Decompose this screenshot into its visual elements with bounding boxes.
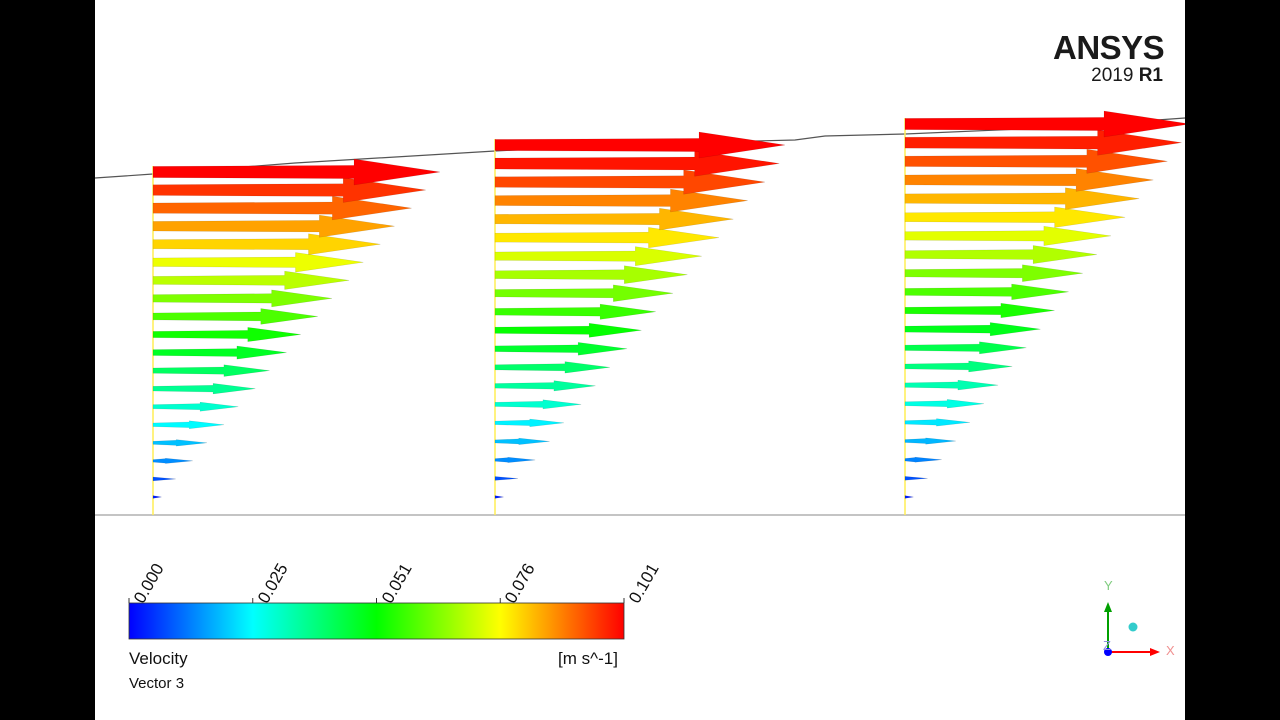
velocity-arrow: [152, 233, 381, 256]
velocity-arrow: [904, 283, 1069, 301]
velocity-arrow: [904, 225, 1112, 246]
velocity-arrow: [152, 270, 350, 290]
velocity-arrow: [494, 303, 656, 320]
velocity-arrow: [494, 361, 610, 374]
velocity-arrow: [494, 380, 596, 392]
velocity-arrow: [152, 289, 333, 308]
legend-unit: [m s^-1]: [558, 649, 618, 668]
velocity-arrow: [152, 383, 256, 395]
velocity-arrow: [904, 264, 1083, 282]
axis-z-dot: [1104, 648, 1112, 656]
velocity-arrow: [494, 284, 674, 302]
velocity-arrow: [494, 495, 504, 499]
axis-y-head: [1104, 602, 1112, 612]
viewport[interactable]: ANSYS 2019 R1 0.000 0.025 0.051 0.076 0.101 …: [95, 0, 1185, 720]
velocity-arrow: [494, 342, 628, 356]
velocity-arrow: [152, 439, 208, 447]
logo-version: 2019 R1: [1053, 66, 1163, 86]
legend-colorbar: [128, 602, 625, 640]
velocity-arrow: [904, 110, 1185, 138]
velocity-arrow: [904, 302, 1055, 319]
axis-z-label: Z: [1103, 638, 1111, 653]
velocity-arrow: [904, 379, 999, 391]
rotation-point-icon[interactable]: [1128, 622, 1138, 632]
velocity-arrow: [904, 476, 928, 481]
velocity-arrow: [904, 129, 1182, 156]
velocity-arrow: [904, 418, 970, 427]
logo-version-year: 2019: [1091, 65, 1134, 86]
velocity-arrow: [152, 158, 441, 186]
velocity-arrow: [904, 322, 1041, 337]
velocity-arrow: [904, 168, 1154, 192]
velocity-arrow: [904, 148, 1168, 174]
velocity-arrow: [152, 457, 193, 464]
profile-1: [152, 158, 441, 515]
vector-plot[interactable]: [95, 0, 1185, 720]
ansys-logo: ANSYS 2019 R1: [1053, 29, 1165, 86]
velocity-arrow: [904, 341, 1027, 355]
axis-y-label: Y: [1104, 578, 1113, 593]
velocity-arrow: [904, 399, 985, 409]
legend-subtitle: Vector 3: [129, 675, 185, 692]
velocity-arrow: [152, 476, 176, 482]
velocity-arrow: [494, 207, 734, 231]
velocity-arrow: [904, 495, 914, 499]
velocity-arrow: [152, 420, 225, 430]
velocity-arrow: [494, 227, 719, 249]
velocity-arrow: [152, 308, 318, 325]
logo-release: R1: [1138, 65, 1163, 86]
velocity-arrow: [494, 188, 748, 213]
velocity-arrow: [494, 322, 642, 338]
velocity-arrow: [904, 206, 1126, 228]
velocity-arrow: [494, 399, 582, 410]
velocity-arrow: [494, 418, 564, 428]
velocity-arrow: [494, 457, 536, 463]
velocity-arrow: [152, 327, 301, 342]
axis-x-head: [1150, 648, 1160, 656]
velocity-arrow: [904, 360, 1013, 373]
velocity-arrow: [152, 345, 287, 360]
velocity-arrow: [152, 495, 162, 499]
velocity-arrow: [152, 364, 270, 377]
velocity-arrow: [152, 196, 412, 221]
velocity-arrow: [494, 246, 702, 267]
velocity-arrow: [904, 187, 1140, 210]
velocity-arrow: [904, 245, 1097, 264]
axis-x-label: X: [1166, 643, 1175, 658]
velocity-arrow: [494, 476, 518, 481]
velocity-arrow: [494, 150, 780, 177]
logo-brand: ANSYS: [1053, 29, 1165, 66]
velocity-arrow: [494, 131, 786, 159]
velocity-arrow: [152, 252, 364, 273]
velocity-arrow: [152, 214, 395, 238]
legend-title: Velocity: [129, 649, 188, 668]
velocity-arrow: [904, 456, 942, 463]
velocity-arrow: [904, 437, 956, 445]
velocity-arrow: [494, 437, 550, 445]
velocity-arrow: [152, 401, 239, 412]
velocity-arrow: [494, 169, 765, 195]
velocity-arrow: [494, 265, 688, 284]
profile-3: [904, 110, 1185, 515]
profile-2: [494, 131, 786, 515]
velocity-arrow: [152, 177, 426, 203]
